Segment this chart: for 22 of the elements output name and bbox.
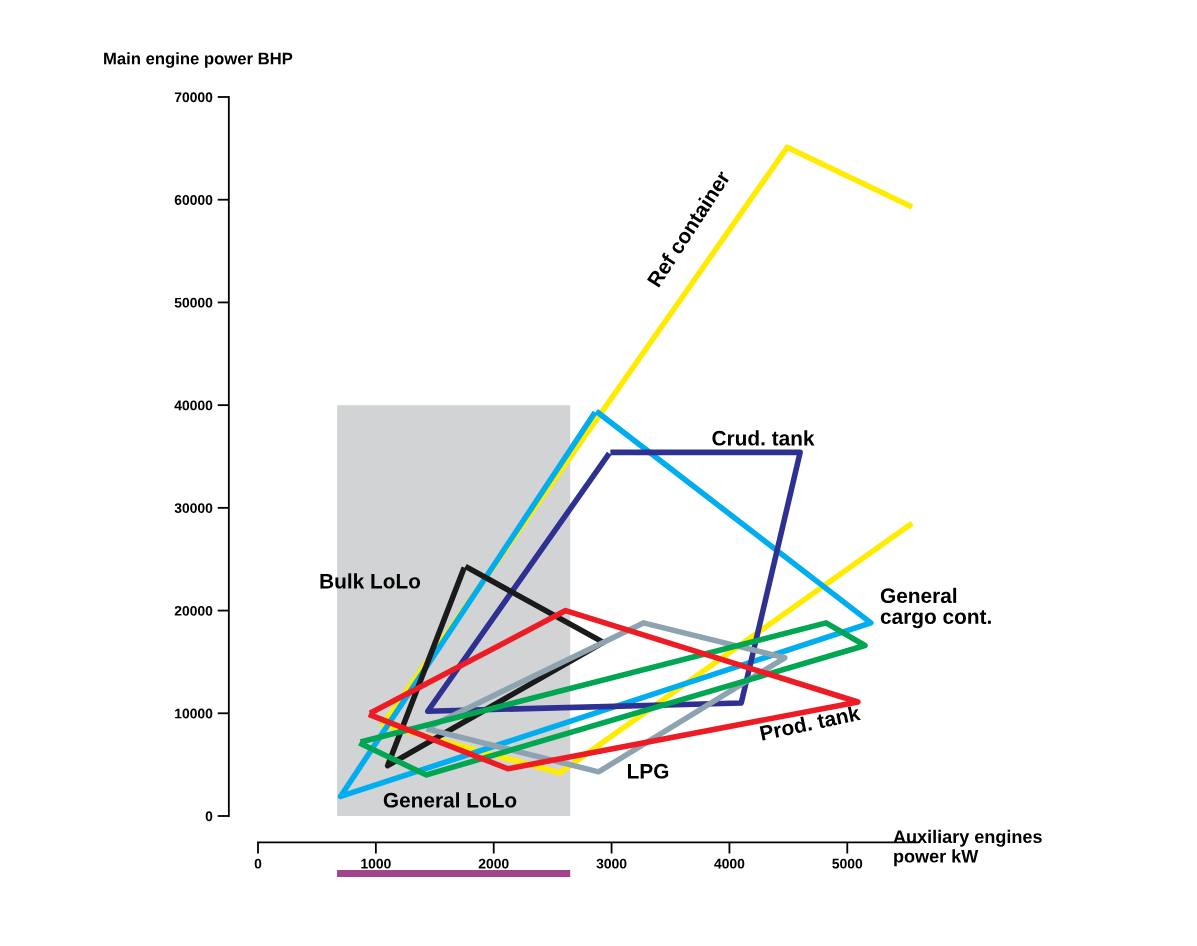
x-tick-label: 3000 — [596, 858, 627, 869]
y-tick-label: 60000 — [174, 195, 213, 205]
annotation: Prod. tank — [759, 704, 862, 741]
annotation: LPG — [627, 763, 669, 779]
x-tick-label: 0 — [254, 858, 262, 869]
y-tick-label: 50000 — [174, 297, 213, 308]
annotation: General cargo cont. — [880, 587, 991, 629]
x-axis-title: Auxiliary engines power kW — [893, 829, 1042, 867]
x-tick-label: 4000 — [714, 858, 745, 869]
y-tick-label: 30000 — [174, 503, 213, 514]
y-axis-title: Main engine power BHP — [104, 52, 293, 68]
y-tick-label: 10000 — [175, 708, 213, 719]
x-tick-label: 2000 — [478, 858, 509, 869]
annotation: Bulk LoLo — [320, 573, 421, 589]
x-tick-label: 5000 — [832, 858, 863, 869]
y-tick-label: 20000 — [174, 605, 213, 616]
annotation: Crud. tank — [712, 430, 815, 446]
x-tick-label: 1000 — [361, 858, 391, 869]
annotation: General LoLo — [383, 792, 517, 808]
y-tick-label: 70000 — [174, 92, 213, 103]
y-tick-label: 0 — [205, 811, 213, 822]
y-tick-label: 40000 — [174, 400, 213, 411]
